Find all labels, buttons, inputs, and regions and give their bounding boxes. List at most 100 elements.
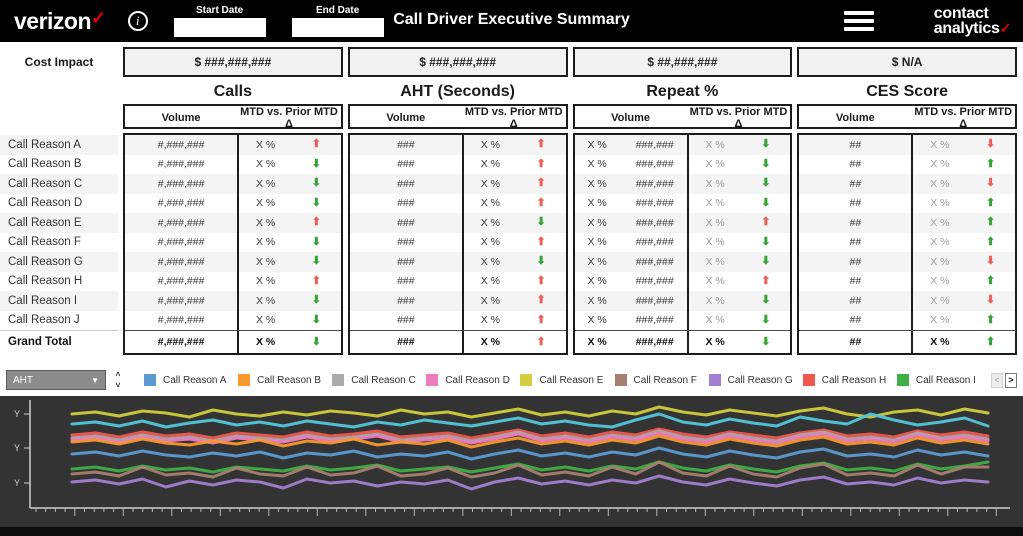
- table-row: #,###,### X % ⬇: [125, 310, 341, 330]
- mtd-cell: X % ⬇: [911, 135, 1015, 155]
- mtd-cell: X % ⬇: [686, 310, 791, 330]
- volume-cell: X % ###,###: [587, 294, 674, 307]
- start-date-label: Start Date: [196, 5, 244, 16]
- legend-label: Call Reason I: [915, 374, 976, 386]
- volume-cell: ###: [397, 255, 415, 268]
- legend-item[interactable]: Call Reason B: [238, 374, 332, 386]
- mtd-cell: X % ⬇: [686, 193, 791, 213]
- table-row: ### X % ⬆: [350, 310, 566, 330]
- up-arrow-icon: ⬆: [536, 313, 546, 326]
- row-label: Call Reason B: [8, 158, 82, 171]
- table-row: #,###,### X % ⬇: [125, 174, 341, 194]
- legend-label: Call Reason H: [821, 374, 887, 386]
- legend-item[interactable]: Call Reason D: [426, 374, 520, 386]
- table-row: ## X % ⬇: [799, 291, 1015, 311]
- down-arrow-icon: ⬇: [761, 255, 771, 268]
- table-row: X % ###,### X % ⬇: [575, 310, 791, 330]
- volume-header: Volume: [835, 112, 875, 124]
- contact-analytics-logo: contact analytics✓: [933, 4, 1012, 37]
- table-row: ## X % ⬆: [799, 213, 1015, 233]
- section-box-ces: ## X % ⬇ ## X % ⬆ ## X % ⬇ ## X % ⬆ ## X % ⬆ ## X % ⬆ ## X …: [797, 133, 1017, 355]
- legend-label: Call Reason B: [257, 374, 322, 386]
- legend-swatch-icon: [238, 374, 251, 386]
- table-row: #,###,### X % ⬇: [125, 193, 341, 213]
- legend-item[interactable]: Call Reason H: [802, 374, 897, 386]
- table-row: X % ###,### X % ⬇: [575, 154, 791, 174]
- mtd-cell: X % ⬆: [911, 213, 1015, 233]
- down-arrow-icon: ⬇: [985, 255, 996, 268]
- end-date-group: End Date: [291, 5, 384, 37]
- mtd-cell: X % ⬆: [461, 331, 566, 353]
- volume-cell: X % ###,###: [587, 197, 674, 210]
- logo-check-icon: ✓: [999, 20, 1012, 36]
- spinner-down-button[interactable]: ˅: [110, 380, 126, 391]
- spinner-up-button[interactable]: ˄: [110, 369, 126, 380]
- table-row: #,###,### X % ⬇: [125, 291, 341, 311]
- volume-cell: ##: [849, 216, 862, 229]
- legend-item[interactable]: Call Reason E: [520, 374, 614, 386]
- metrics-table: Call Reason A Call Reason B Call Reason C C…: [0, 133, 1023, 355]
- volume-cell: #,###,###: [157, 158, 205, 171]
- table-row: #,###,### X % ⬇: [125, 154, 341, 174]
- volume-cell: #,###,###: [157, 216, 205, 229]
- legend-swatch-icon: [520, 374, 533, 386]
- legend-item[interactable]: Call Reason I: [896, 374, 991, 386]
- down-arrow-icon: ⬇: [311, 294, 321, 307]
- metric-spinner: ˄ ˅: [110, 369, 126, 391]
- legend-item[interactable]: Call Reason A: [144, 374, 238, 386]
- header-bar: verizon✓ i Start Date End Date Call Driv…: [0, 0, 1023, 42]
- legend-item[interactable]: Call Reason F: [614, 374, 709, 386]
- legend-item[interactable]: Call Reason C: [332, 374, 426, 386]
- mtd-cell: X % ⬆: [461, 271, 566, 291]
- legend-swatch-icon: [614, 374, 627, 386]
- volume-cell: X % ###,###: [587, 275, 674, 288]
- volume-cell: #,###,###: [157, 236, 205, 249]
- table-row: ### X % ⬆: [350, 154, 566, 174]
- legend-label: Call Reason E: [539, 374, 604, 386]
- up-arrow-icon: ⬆: [985, 196, 996, 209]
- mtd-cell: X % ⬆: [461, 154, 566, 174]
- table-row: X % ###,### X % ⬆: [575, 271, 791, 291]
- section-titles-row: Calls AHT (Seconds) Repeat % CES Score: [0, 80, 1023, 104]
- volume-cell: ###: [397, 314, 415, 327]
- table-row: ### X % ⬆: [349, 330, 566, 353]
- row-label-column: Call Reason A Call Reason B Call Reason C C…: [0, 133, 118, 355]
- up-arrow-icon: ⬆: [536, 274, 546, 287]
- legend-prev-button[interactable]: <: [991, 372, 1003, 388]
- row-label: Call Reason D: [8, 197, 83, 210]
- mtd-cell: X % ⬆: [686, 271, 791, 291]
- table-row: ### X % ⬆: [350, 271, 566, 291]
- cost-impact-ces: $ N/A: [797, 47, 1017, 77]
- volume-cell: ##: [849, 177, 862, 190]
- mtd-cell: X % ⬇: [237, 154, 341, 174]
- down-arrow-icon: ⬇: [536, 216, 546, 229]
- end-date-input[interactable]: [291, 18, 384, 37]
- legend-item[interactable]: Call Reason G: [708, 374, 803, 386]
- row-label: Call Reason A: [0, 135, 118, 155]
- mtd-cell: X % ⬇: [686, 174, 791, 194]
- volume-header: Volume: [161, 112, 201, 124]
- volume-cell: ###: [397, 294, 415, 307]
- headers-repeat: Volume MTD vs. Prior MTD Δ: [572, 104, 793, 130]
- menu-icon[interactable]: [843, 11, 874, 31]
- volume-cell: ###: [397, 177, 415, 190]
- mtd-cell: X % ⬇: [686, 135, 791, 155]
- legend-label: Call Reason A: [163, 374, 227, 386]
- info-icon[interactable]: i: [127, 11, 148, 31]
- table-row: #,###,### X % ⬆: [125, 271, 341, 291]
- volume-header: Volume: [611, 112, 651, 124]
- start-date-input[interactable]: [173, 18, 266, 37]
- table-row: ## X % ⬆: [799, 271, 1015, 291]
- svg-text:Y: Y: [14, 409, 20, 419]
- table-row: X % ###,### X % ⬇: [574, 252, 791, 272]
- legend-swatch-icon: [144, 374, 156, 386]
- table-row: X % ###,### X % ⬇: [574, 291, 791, 311]
- mtd-cell: X % ⬆: [911, 232, 1015, 252]
- legend-next-button[interactable]: >: [1005, 372, 1017, 388]
- mtd-cell: X % ⬆: [461, 193, 566, 213]
- volume-cell: ##: [849, 158, 862, 171]
- up-arrow-icon: ⬆: [761, 274, 771, 287]
- table-row: ## X % ⬇: [799, 135, 1015, 155]
- table-row: X % ###,### X % ⬇: [575, 232, 791, 252]
- metric-dropdown[interactable]: AHT ▼: [6, 370, 106, 390]
